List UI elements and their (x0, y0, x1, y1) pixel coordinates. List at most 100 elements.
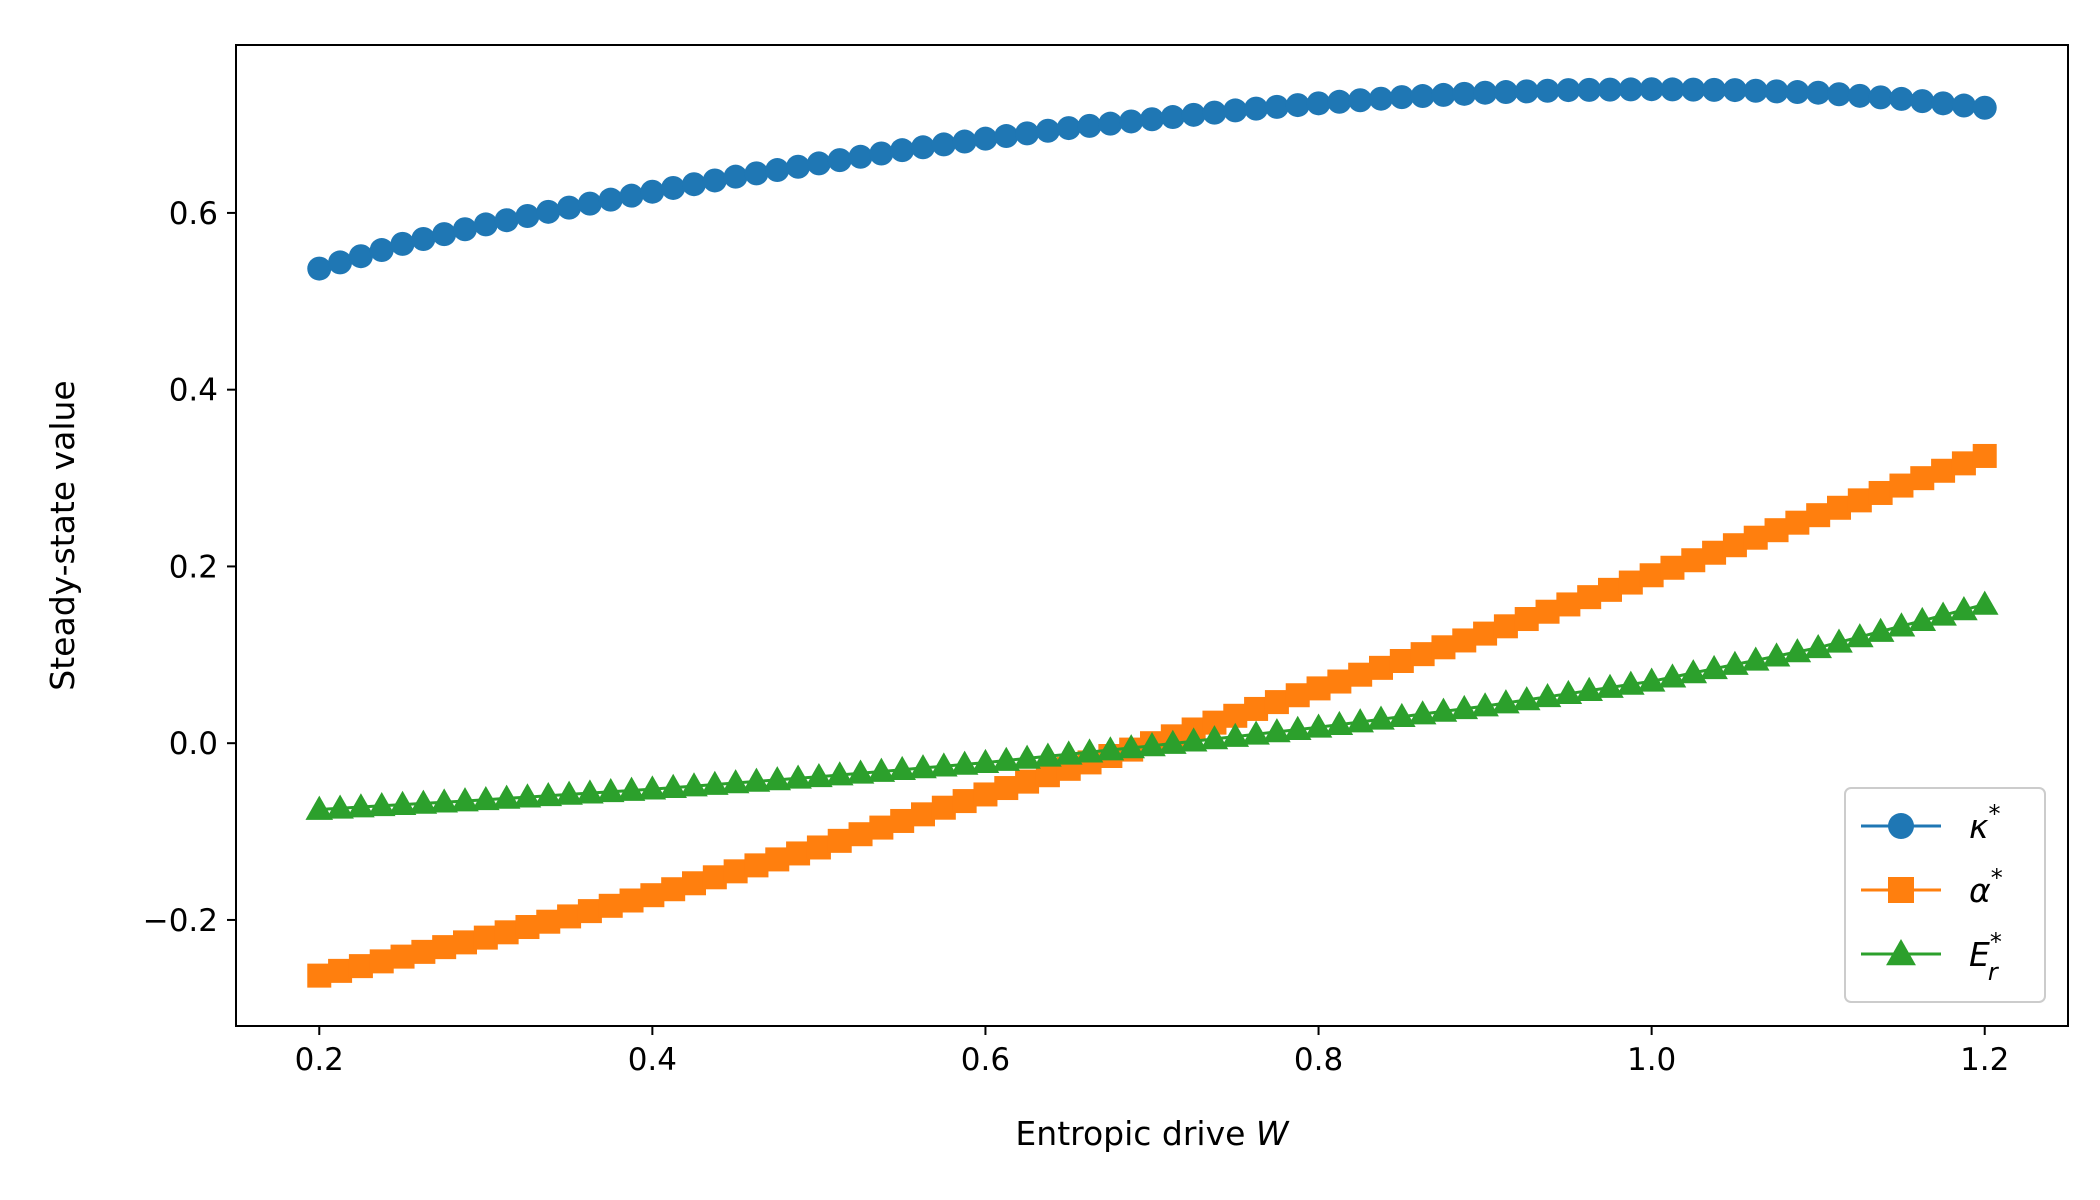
data-point (1348, 662, 1373, 687)
data-point (1639, 77, 1664, 102)
data-point (721, 769, 750, 794)
data-point (1951, 93, 1976, 118)
data-point (1741, 646, 1770, 671)
data-point (930, 752, 958, 777)
data-point (869, 815, 894, 840)
data-point (1700, 654, 1728, 680)
data-point (742, 767, 771, 792)
data-point (1179, 727, 1208, 752)
data-point (619, 183, 644, 208)
data-point (1473, 621, 1498, 646)
data-point (1868, 85, 1893, 110)
data-point (1452, 81, 1477, 106)
data-point (494, 208, 519, 233)
data-point (1346, 708, 1374, 733)
data-point (1367, 705, 1395, 730)
data-point (1931, 91, 1956, 116)
series-1 (307, 77, 1997, 281)
data-point (661, 175, 686, 200)
data-point (1473, 80, 1498, 105)
data-point (638, 775, 667, 800)
data-point (473, 212, 498, 237)
legend-label-sub: r (1988, 958, 2000, 986)
data-point (1512, 686, 1541, 711)
data-point (1804, 633, 1832, 659)
data-point (1493, 80, 1518, 105)
data-point (931, 132, 956, 157)
data-point (786, 841, 811, 866)
data-point (994, 124, 1019, 149)
y-tick-label: 0.0 (169, 726, 218, 762)
data-point (1015, 121, 1040, 146)
data-point (1556, 78, 1581, 103)
data-point (1388, 702, 1416, 728)
data-point (784, 764, 812, 789)
data-point (411, 226, 436, 251)
data-point (432, 222, 457, 247)
data-point (682, 172, 706, 197)
data-point (1077, 113, 1102, 138)
legend-label: κ* (1969, 800, 2000, 846)
data-point (848, 822, 873, 847)
data-point (911, 802, 935, 827)
data-point (348, 244, 373, 269)
data-point (1785, 80, 1810, 105)
data-point (1721, 650, 1749, 675)
legend-label-sup: * (1990, 928, 2002, 956)
data-point (1889, 473, 1914, 498)
legend-label: α* (1969, 864, 2003, 910)
data-point (827, 828, 852, 853)
data-point (513, 783, 542, 808)
data-point (305, 795, 334, 820)
data-point (1847, 83, 1872, 108)
legend-marker (1886, 939, 1916, 966)
data-point (536, 909, 561, 934)
data-point (1722, 533, 1747, 558)
data-point (369, 238, 394, 263)
legend-marker (1888, 813, 1914, 839)
data-point (702, 168, 727, 193)
data-point (367, 792, 396, 817)
data-point (515, 204, 540, 229)
data-point (1119, 109, 1144, 134)
data-point (723, 164, 748, 189)
data-point (1244, 96, 1269, 121)
data-point (1223, 98, 1248, 123)
data-point (1264, 690, 1289, 715)
data-point (1970, 590, 1999, 615)
data-point (1327, 669, 1352, 694)
data-point (786, 154, 811, 179)
data-point (1159, 729, 1187, 754)
legend-label-main: κ (1969, 807, 1989, 846)
data-point (1013, 744, 1041, 769)
data-point (1762, 642, 1791, 667)
data-point (825, 761, 854, 786)
data-point (682, 871, 706, 896)
data-point (1617, 670, 1645, 695)
data-point (1096, 736, 1125, 761)
data-point (1910, 89, 1935, 114)
data-point (534, 781, 563, 807)
data-point (994, 776, 1019, 801)
data-point (1263, 718, 1291, 743)
data-point (1264, 94, 1289, 119)
y-tick-label: 0.6 (169, 196, 218, 232)
data-point (1660, 555, 1685, 580)
data-point (369, 949, 394, 974)
legend-label-main: α (1969, 871, 1991, 910)
data-point (1681, 77, 1706, 102)
data-point (1722, 78, 1747, 103)
data-point (1514, 79, 1539, 104)
axes-frame (235, 44, 2069, 1027)
data-point (890, 138, 915, 163)
data-point (1306, 676, 1331, 701)
data-point (1429, 697, 1458, 722)
data-point (640, 179, 665, 204)
data-point (1868, 480, 1893, 505)
data-point (598, 187, 623, 212)
data-point (661, 877, 686, 902)
data-point (1950, 596, 1978, 621)
data-point (390, 944, 415, 969)
legend-label-main: E (1969, 935, 1990, 974)
data-point (1160, 105, 1185, 130)
